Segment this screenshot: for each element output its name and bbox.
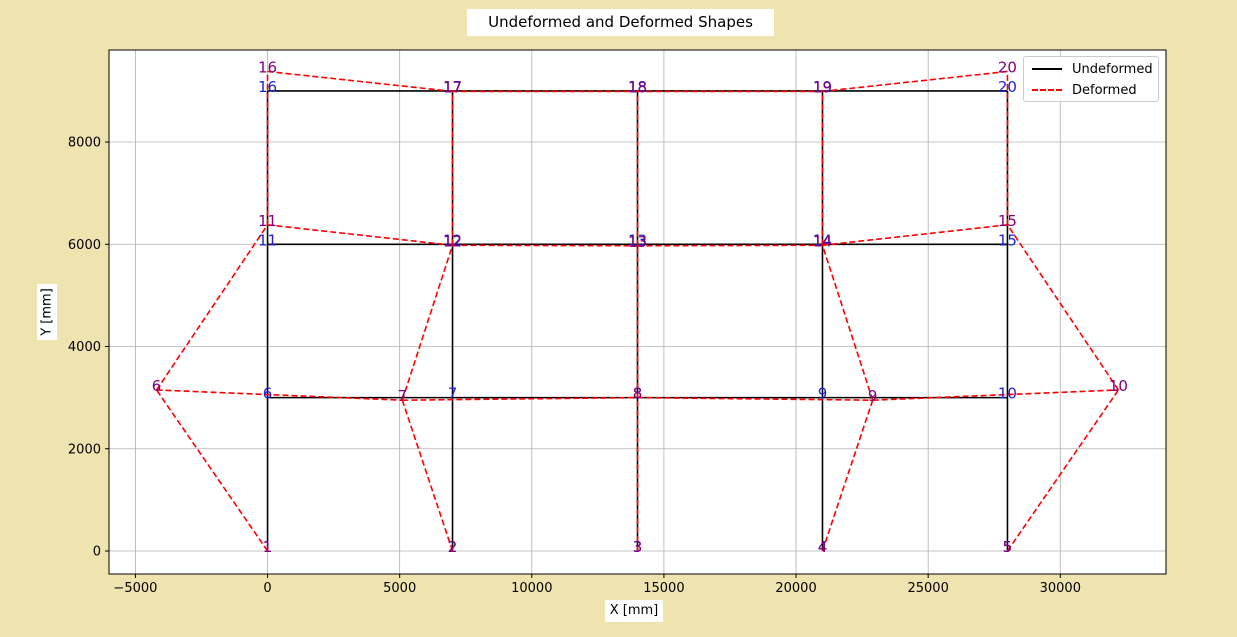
x-axis-label: X [mm] xyxy=(605,600,663,622)
undeformed-node-label-15: 15 xyxy=(998,231,1017,249)
deformed-node-label-7: 7 xyxy=(398,387,408,405)
x-tick-label: 5000 xyxy=(383,581,416,596)
axis-ticks: −5000 0 5000 10000 15000 20000 25000 30000 0 2000… xyxy=(68,136,1081,596)
undeformed-node-label-20: 20 xyxy=(998,78,1017,96)
deformed-member-6-11 xyxy=(155,224,269,391)
deformed-node-label-20: 20 xyxy=(998,58,1017,76)
deformed-member-10-15 xyxy=(1006,224,1120,391)
deformed-member-12-13 xyxy=(452,244,638,247)
undeformed-node-label-8: 8 xyxy=(633,385,643,403)
deformed-node-label-12: 12 xyxy=(443,232,462,250)
y-tick-label: 8000 xyxy=(68,136,101,151)
legend-label-deformed: Deformed xyxy=(1072,82,1137,98)
legend-swatch-deformed xyxy=(1032,89,1062,91)
plot-frame xyxy=(108,49,1167,575)
undeformed-node-label-4: 4 xyxy=(818,538,828,556)
undeformed-node-label-16: 16 xyxy=(258,78,277,96)
deformed-member-6-7 xyxy=(156,389,403,401)
deformed-node-label-5: 5 xyxy=(1003,538,1013,556)
deformed-member-5-10 xyxy=(1006,389,1120,552)
x-tick-label: 15000 xyxy=(643,581,684,596)
undeformed-node-label-12: 12 xyxy=(443,231,462,249)
undeformed-node-label-11: 11 xyxy=(258,231,277,249)
deformed-node-label-10: 10 xyxy=(1109,377,1128,395)
legend: Undeformed Deformed xyxy=(1023,56,1159,102)
y-tick-label: 0 xyxy=(93,544,101,559)
legend-swatch-undeformed xyxy=(1032,68,1062,70)
undeformed-node-label-18: 18 xyxy=(628,78,647,96)
undeformed-node-label-9: 9 xyxy=(818,385,828,403)
undeformed-node-label-3: 3 xyxy=(633,538,643,556)
deformed-member-19-20 xyxy=(822,70,1008,93)
deformed-node-label-18: 18 xyxy=(628,78,647,96)
legend-label-undeformed: Undeformed xyxy=(1072,61,1153,77)
undeformed-node-label-5: 5 xyxy=(1003,538,1013,556)
legend-item-undeformed: Undeformed xyxy=(1032,60,1153,78)
deformed-node-label-6: 6 xyxy=(152,377,162,395)
deformed-member-7-12 xyxy=(401,245,454,401)
y-tick-label: 6000 xyxy=(68,238,101,253)
x-tick-label: 25000 xyxy=(907,581,948,596)
deformed-member-1-6 xyxy=(155,389,269,552)
y-tick-label: 4000 xyxy=(68,340,101,355)
deformed-member-8-9 xyxy=(637,396,873,401)
x-tick-label: −5000 xyxy=(113,581,157,596)
deformed-node-label-14: 14 xyxy=(813,232,832,250)
deformed-node-label-13: 13 xyxy=(628,233,647,251)
deformed-member-9-10 xyxy=(872,389,1119,401)
x-tick-label: 30000 xyxy=(1040,581,1081,596)
deformed-member-11-12 xyxy=(267,224,453,247)
legend-item-deformed: Deformed xyxy=(1032,81,1137,99)
undeformed-node-label-6: 6 xyxy=(263,385,273,403)
deformed-node-label-3: 3 xyxy=(633,538,643,556)
chart-title: Undeformed and Deformed Shapes xyxy=(467,9,774,36)
y-axis-label: Y [mm] xyxy=(39,288,55,336)
undeformed-node-label-19: 19 xyxy=(813,78,832,96)
deformed-series xyxy=(155,70,1120,552)
deformed-node-label-2: 2 xyxy=(448,538,458,556)
deformed-member-13-14 xyxy=(637,244,823,247)
deformed-member-14-15 xyxy=(822,224,1008,247)
undeformed-node-label-17: 17 xyxy=(443,78,462,96)
deformed-member-9-14 xyxy=(821,245,874,401)
deformed-node-label-9: 9 xyxy=(868,387,878,405)
x-tick-label: 0 xyxy=(263,581,271,596)
deformed-node-label-8: 8 xyxy=(633,385,643,403)
undeformed-node-label-10: 10 xyxy=(998,385,1017,403)
deformed-member-7-8 xyxy=(402,396,638,401)
deformed-member-16-17 xyxy=(267,70,453,93)
deformed-node-label-15: 15 xyxy=(998,212,1017,230)
x-tick-label: 20000 xyxy=(775,581,816,596)
undeformed-node-label-7: 7 xyxy=(448,385,458,403)
deformed-node-label-4: 4 xyxy=(818,538,828,556)
undeformed-node-label-14: 14 xyxy=(813,231,832,249)
deformed-node-label-11: 11 xyxy=(258,212,277,230)
deformed-node-label-1: 1 xyxy=(263,538,273,556)
undeformed-node-label-1: 1 xyxy=(263,538,273,556)
deformed-node-label-16: 16 xyxy=(258,58,277,76)
x-tick-label: 10000 xyxy=(511,581,552,596)
y-tick-label: 2000 xyxy=(68,442,101,457)
deformed-node-label-17: 17 xyxy=(443,78,462,96)
undeformed-node-label-2: 2 xyxy=(448,538,458,556)
y-axis-label-box: Y [mm] xyxy=(37,284,57,340)
undeformed-node-label-13: 13 xyxy=(628,231,647,249)
deformed-node-label-19: 19 xyxy=(813,78,832,96)
